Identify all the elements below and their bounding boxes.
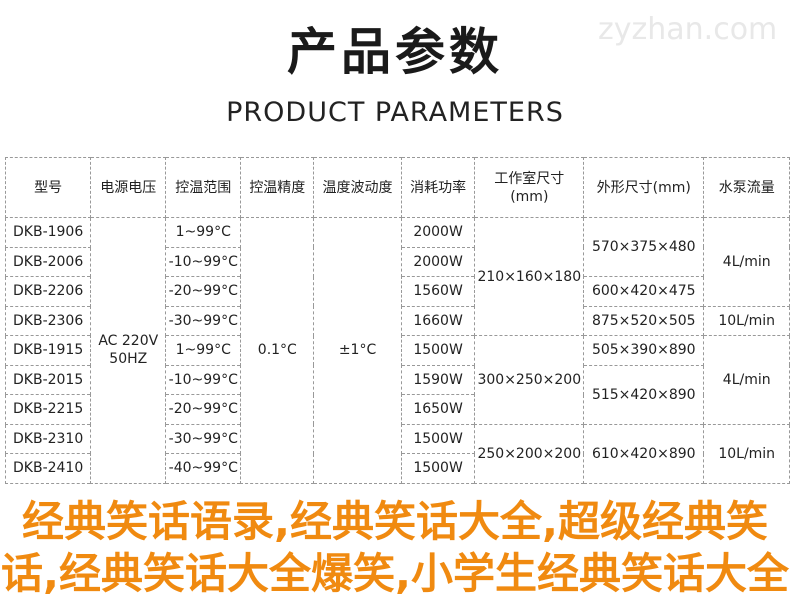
header-cell: 工作室尺寸(mm) <box>474 157 585 218</box>
precision-cell: 0.1°C <box>240 217 315 484</box>
voltage-cell: AC 220V 50HZ <box>90 217 167 484</box>
range-cell: -10~99°C <box>165 246 242 277</box>
header-cell: 外形尺寸(mm) <box>583 157 705 218</box>
power-cell: 1560W <box>400 276 476 307</box>
header-cell: 温度波动度 <box>313 157 402 218</box>
table-row: DKB-1906 AC 220V 50HZ 1~99°C 0.1°C ±1°C 2… <box>4 217 790 484</box>
outer-cell: 505×390×890 <box>583 335 705 366</box>
pump-cell: 4L/min <box>703 217 790 307</box>
header-cell: 水泵流量 <box>703 157 790 218</box>
fluctuation-cell: ±1°C <box>313 217 402 484</box>
chamber-cell: 210×160×180 <box>474 217 585 336</box>
range-cell: -20~99°C <box>165 276 242 307</box>
range-cell: -20~99°C <box>165 394 242 425</box>
header-cell: 电源电压 <box>90 157 167 218</box>
range-cell: -40~99°C <box>165 453 242 484</box>
range-cell: -10~99°C <box>165 364 242 395</box>
chamber-cell: 300×250×200 <box>474 335 585 425</box>
header-cell: 消耗功率 <box>400 157 476 218</box>
overlay-caption: 经典笑话语录,经典笑话大全,超级经典笑话,经典笑话大全爆笑,小学生经典笑话大全 <box>1 496 789 598</box>
chamber-cell: 250×200×200 <box>474 423 585 484</box>
header-cell: 型号 <box>4 157 92 218</box>
table-row: DKB-1915 1~99°C 1500W 300×250×200 505×39… <box>4 335 790 425</box>
power-cell: 2000W <box>400 246 476 277</box>
range-cell: 1~99°C <box>165 217 242 248</box>
power-cell: 1500W <box>400 335 476 366</box>
voltage-text: AC 220V <box>98 333 159 350</box>
model-cell: DKB-2015 <box>4 364 92 395</box>
table-row: DKB-2310 -30~99°C 1500W 250×200×200 610×… <box>4 423 790 484</box>
pump-cell: 10L/min <box>703 423 790 484</box>
model-cell: DKB-2410 <box>4 453 92 484</box>
power-cell: 1660W <box>400 305 476 336</box>
model-cell: DKB-2206 <box>4 276 92 307</box>
power-cell: 1650W <box>400 394 476 425</box>
table-row: DKB-2306 -30~99°C 1660W 875×520×505 10L/… <box>4 305 790 336</box>
power-cell: 1500W <box>400 423 476 454</box>
power-cell: 1590W <box>400 364 476 395</box>
model-cell: DKB-1915 <box>4 335 92 366</box>
frequency-text: 50HZ <box>109 351 148 368</box>
page-title: 产品参数 <box>287 23 503 81</box>
page-subtitle: PRODUCT PARAMETERS <box>226 97 564 128</box>
range-cell: -30~99°C <box>165 423 242 454</box>
model-cell: DKB-2215 <box>4 394 92 425</box>
model-cell: DKB-2006 <box>4 246 92 277</box>
model-cell: DKB-2310 <box>4 423 92 454</box>
outer-cell: 875×520×505 <box>583 305 705 336</box>
table-row: DKB-2006 -10~99°C 2000W <box>4 246 790 277</box>
outer-cell: 600×420×475 <box>583 276 705 307</box>
outer-cell: 570×375×480 <box>583 217 705 277</box>
header-row: 型号 电源电压 控温范围 控温精度 温度波动度 消耗功率 工作室尺寸(mm) 外… <box>4 157 790 218</box>
parameters-table: 型号 电源电压 控温范围 控温精度 温度波动度 消耗功率 工作室尺寸(mm) 外… <box>4 157 790 484</box>
table-row: DKB-2410 -40~99°C 1500W <box>4 453 790 484</box>
range-cell: 1~99°C <box>165 335 242 366</box>
outer-cell: 515×420×890 <box>583 364 705 425</box>
header-cell: 控温精度 <box>240 157 315 218</box>
pump-cell: 10L/min <box>703 305 790 336</box>
range-cell: -30~99°C <box>165 305 242 336</box>
header-cell: 控温范围 <box>165 157 242 218</box>
outer-cell: 610×420×890 <box>583 423 705 484</box>
model-cell: DKB-1906 <box>4 217 92 248</box>
table-row: DKB-2206 -20~99°C 1560W 600×420×475 <box>4 276 790 307</box>
page-header: zyzhan.com 产品参数 PRODUCT PARAMETERS <box>0 0 790 157</box>
power-cell: 2000W <box>400 217 476 248</box>
watermark: zyzhan.com <box>598 12 778 47</box>
power-cell: 1500W <box>400 453 476 484</box>
pump-cell: 4L/min <box>703 335 790 425</box>
table-row: DKB-2015 -10~99°C 1590W 515×420×890 <box>4 364 790 425</box>
model-cell: DKB-2306 <box>4 305 92 336</box>
